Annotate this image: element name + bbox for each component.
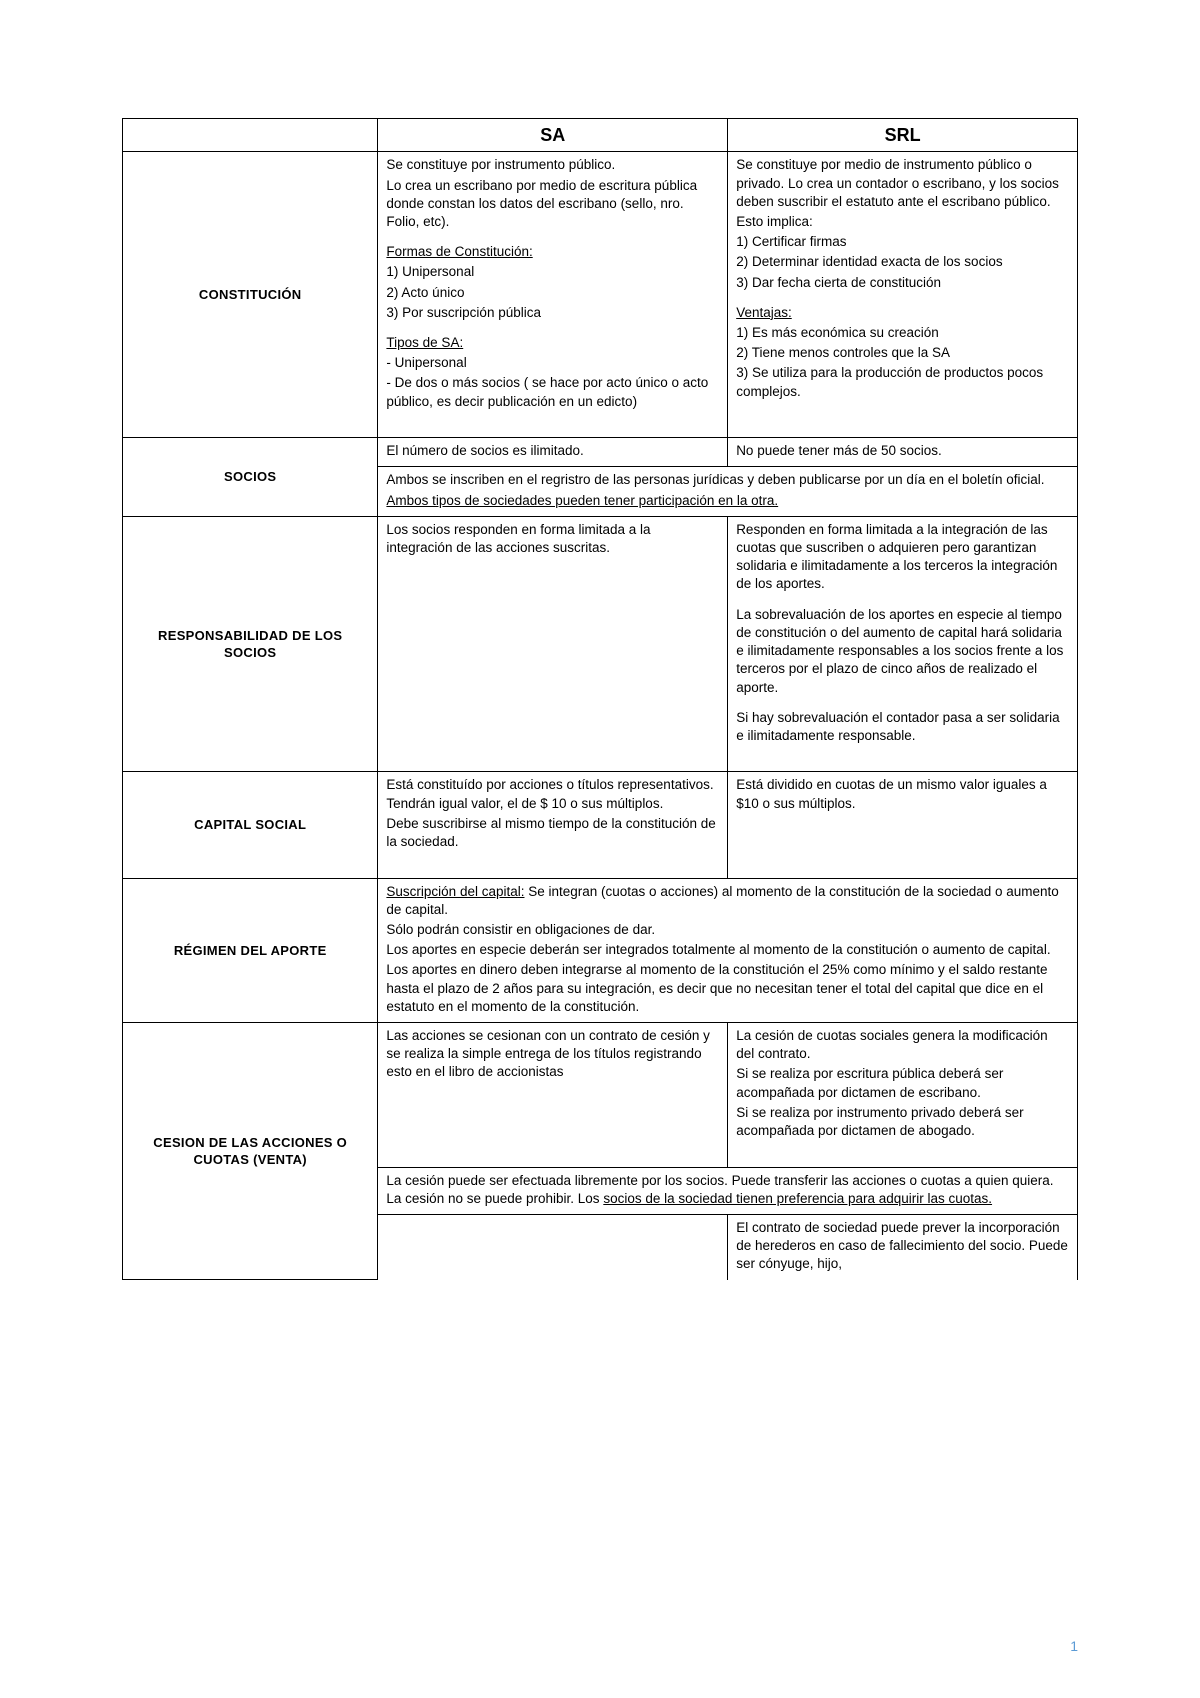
text: Ambos se inscriben en el regristro de la… [386, 471, 1069, 489]
label-responsabilidad: RESPONSABILIDAD DE LOS SOCIOS [123, 516, 378, 772]
text: Suscripción del capital: [386, 884, 524, 899]
text: Los socios responden en forma limitada a… [386, 521, 719, 557]
cell-cesion-srl: La cesión de cuotas sociales genera la m… [728, 1023, 1078, 1168]
header-sa: SA [378, 119, 728, 152]
row-cesion-1: CESION DE LAS ACCIONES O CUOTAS (VENTA) … [123, 1023, 1078, 1168]
text: La cesión de cuotas sociales genera la m… [736, 1027, 1069, 1063]
text: 1) Certificar firmas [736, 233, 1069, 251]
header-blank [123, 119, 378, 152]
cell-cesion-last-sa [378, 1215, 728, 1280]
text: La sobrevaluación de los aportes en espe… [736, 606, 1069, 697]
header-srl: SRL [728, 119, 1078, 152]
text: Está dividido en cuotas de un mismo valo… [736, 776, 1069, 812]
text: Los aportes en especie deberán ser integ… [386, 941, 1069, 959]
text: Ambos tipos de sociedades pueden tener p… [386, 493, 778, 508]
label-regimen: RÉGIMEN DEL APORTE [123, 878, 378, 1023]
cell-cesion-shared: La cesión puede ser efectuada libremente… [378, 1167, 1078, 1214]
label-cesion: CESION DE LAS ACCIONES O CUOTAS (VENTA) [123, 1023, 378, 1280]
text: El contrato de sociedad puede prever la … [736, 1219, 1069, 1274]
text: No puede tener más de 50 socios. [736, 442, 1069, 460]
text: Lo crea un escribano por medio de escrit… [386, 177, 719, 232]
text: Si se realiza por escritura pública debe… [736, 1065, 1069, 1101]
cell-constitucion-srl: Se constituye por medio de instrumento p… [728, 152, 1078, 438]
text: Se constituye por instrumento público. [386, 156, 719, 174]
text: 3) Dar fecha cierta de constitución [736, 274, 1069, 292]
row-capital: CAPITAL SOCIAL Está constituído por acci… [123, 772, 1078, 878]
text: Está constituído por acciones o títulos … [386, 776, 719, 812]
text: 1) Es más económica su creación [736, 324, 1069, 342]
cell-constitucion-sa: Se constituye por instrumento público. L… [378, 152, 728, 438]
cell-regimen-shared: Suscripción del capital: Se integran (cu… [378, 878, 1078, 1023]
text: Debe suscribirse al mismo tiempo de la c… [386, 815, 719, 851]
page-number: 1 [1070, 1638, 1078, 1654]
comparison-table: SA SRL CONSTITUCIÓN Se constituye por in… [122, 118, 1078, 1280]
cell-cesion-last-srl: El contrato de sociedad puede prever la … [728, 1215, 1078, 1280]
text: Si se realiza por instrumento privado de… [736, 1104, 1069, 1140]
text: Se constituye por medio de instrumento p… [736, 156, 1069, 211]
text: Si hay sobrevaluación el contador pasa a… [736, 709, 1069, 745]
text: 2) Acto único [386, 284, 719, 302]
text: Ventajas: [736, 305, 792, 320]
cell-socios-sa: El número de socios es ilimitado. [378, 438, 728, 467]
cell-responsabilidad-sa: Los socios responden en forma limitada a… [378, 516, 728, 772]
text: Formas de Constitución: [386, 244, 532, 259]
text: Responden en forma limitada a la integra… [736, 521, 1069, 594]
text: Los aportes en dinero deben integrarse a… [386, 961, 1069, 1016]
text: Tipos de SA: [386, 335, 463, 350]
row-socios-1: SOCIOS El número de socios es ilimitado.… [123, 438, 1078, 467]
text: socios de la sociedad tienen preferencia… [603, 1191, 992, 1206]
cell-capital-srl: Está dividido en cuotas de un mismo valo… [728, 772, 1078, 878]
text: 3) Se utiliza para la producción de prod… [736, 364, 1069, 400]
cell-responsabilidad-srl: Responden en forma limitada a la integra… [728, 516, 1078, 772]
text: 3) Por suscripción pública [386, 304, 719, 322]
text: - Unipersonal [386, 354, 719, 372]
text: 1) Unipersonal [386, 263, 719, 281]
label-capital: CAPITAL SOCIAL [123, 772, 378, 878]
text: Sólo podrán consistir en obligaciones de… [386, 921, 1069, 939]
header-row: SA SRL [123, 119, 1078, 152]
label-constitucion: CONSTITUCIÓN [123, 152, 378, 438]
text: 2) Tiene menos controles que la SA [736, 344, 1069, 362]
label-socios: SOCIOS [123, 438, 378, 517]
row-constitucion: CONSTITUCIÓN Se constituye por instrumen… [123, 152, 1078, 438]
cell-socios-shared: Ambos se inscriben en el regristro de la… [378, 467, 1078, 516]
row-regimen: RÉGIMEN DEL APORTE Suscripción del capit… [123, 878, 1078, 1023]
row-responsabilidad: RESPONSABILIDAD DE LOS SOCIOS Los socios… [123, 516, 1078, 772]
text: Esto implica: [736, 213, 1069, 231]
text: - De dos o más socios ( se hace por acto… [386, 374, 719, 410]
cell-socios-srl: No puede tener más de 50 socios. [728, 438, 1078, 467]
cell-capital-sa: Está constituído por acciones o títulos … [378, 772, 728, 878]
cell-cesion-sa: Las acciones se cesionan con un contrato… [378, 1023, 728, 1168]
text: Las acciones se cesionan con un contrato… [386, 1027, 719, 1082]
text: El número de socios es ilimitado. [386, 442, 719, 460]
text: 2) Determinar identidad exacta de los so… [736, 253, 1069, 271]
